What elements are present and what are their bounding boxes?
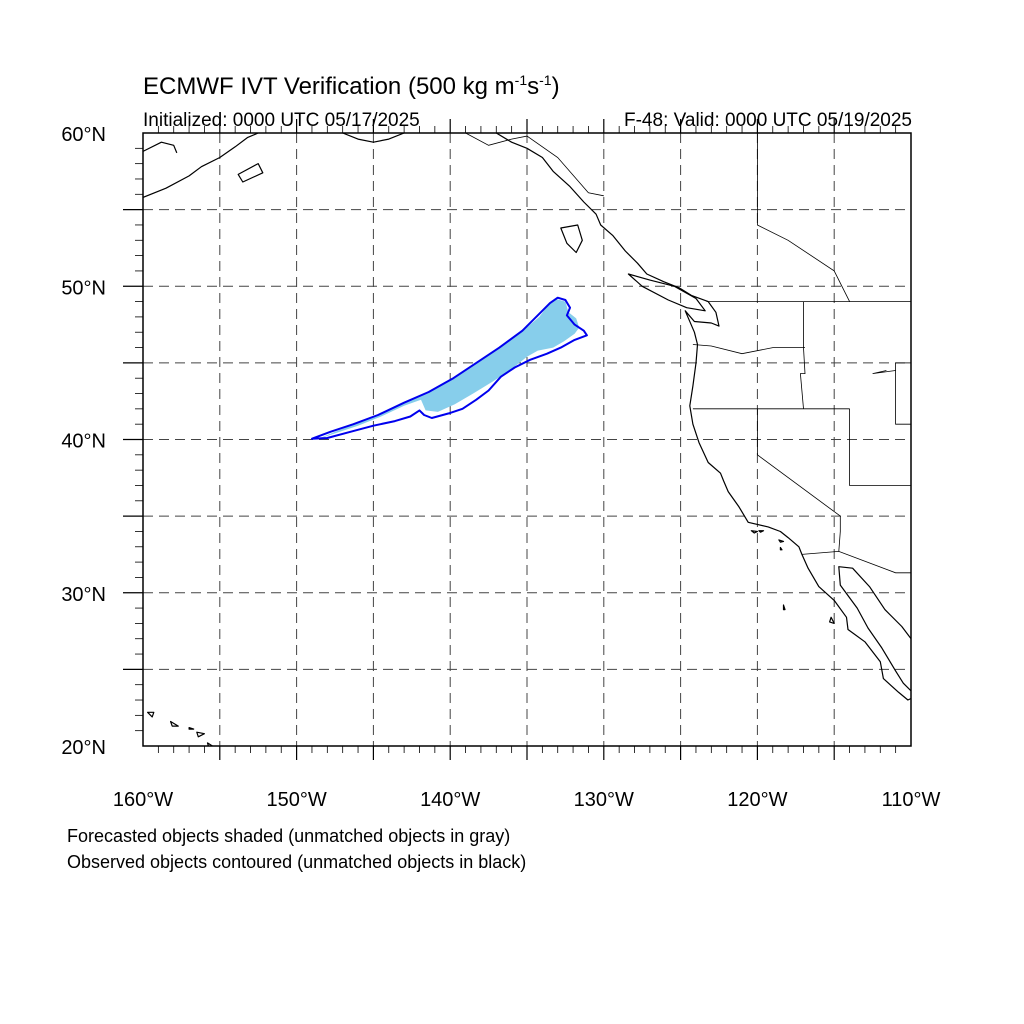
political-boundary	[801, 550, 911, 574]
lon-tick-label: 160°W	[113, 789, 173, 811]
political-boundary	[465, 133, 604, 197]
political-boundary	[872, 370, 896, 374]
lon-tick-label: 140°W	[420, 789, 480, 811]
island-outline	[560, 224, 583, 254]
island-outline	[627, 273, 706, 312]
coastline-gulf-of-california	[838, 566, 911, 692]
island-outline	[779, 546, 783, 551]
island-outline	[828, 616, 835, 625]
political-boundary	[757, 408, 841, 552]
lat-tick-label: 50°N	[61, 277, 106, 299]
island-outline	[750, 530, 759, 534]
title-exp-2: -1	[539, 72, 552, 88]
island-outline	[782, 604, 786, 611]
ivt-objects	[311, 296, 588, 440]
lat-tick-label: 30°N	[61, 584, 106, 606]
island-outline	[758, 530, 765, 533]
coastline-alaska	[143, 133, 259, 198]
island-outline	[188, 726, 195, 730]
political-boundary	[799, 301, 806, 409]
observed-legend-note: Observed objects contoured (unmatched ob…	[67, 852, 527, 872]
forecast-ivt-object	[316, 298, 580, 440]
island-outline	[196, 731, 205, 738]
island-outline	[206, 742, 214, 746]
lon-tick-label: 110°W	[882, 789, 941, 811]
axis-ticks	[123, 119, 897, 760]
lat-tick-label: 60°N	[61, 124, 106, 146]
island-outline	[170, 720, 179, 727]
lon-tick-label: 150°W	[266, 789, 326, 811]
axis-tick-labels: 160°W 150°W 140°W 130°W 120°W 110°W 60°N 50°N 40…	[61, 124, 940, 811]
title-unit-s: s	[527, 73, 540, 100]
title-close: )	[551, 73, 560, 100]
political-boundary	[692, 344, 805, 355]
observed-ivt-contour	[311, 296, 588, 440]
lat-tick-label: 20°N	[61, 737, 106, 759]
lon-tick-label: 130°W	[574, 789, 634, 811]
coastline-gulf-of-alaska	[342, 133, 405, 143]
coastline-alaska-bay	[143, 141, 178, 154]
title-exp-1: -1	[514, 72, 528, 88]
island-outline	[778, 539, 785, 543]
island-outline	[237, 163, 264, 183]
init-time-label: Initialized: 0000 UTC 05/17/2025	[143, 110, 420, 131]
graticule	[143, 133, 911, 746]
political-boundary	[895, 362, 911, 425]
title-text: ECMWF IVT Verification (500 kg m	[143, 73, 515, 100]
political-boundary	[849, 408, 911, 486]
island-outline	[147, 711, 155, 718]
coastline-west-coast	[495, 133, 911, 701]
figure-title: ECMWF IVT Verification (500 kg m-1s-1)	[143, 72, 560, 101]
lat-tick-label: 40°N	[61, 431, 106, 453]
political-boundary	[757, 133, 850, 302]
valid-time-label: F-48: Valid: 0000 UTC 05/19/2025	[624, 110, 912, 131]
coastlines-and-borders	[143, 133, 911, 746]
forecast-legend-note: Forecasted objects shaded (unmatched obj…	[67, 826, 511, 846]
lon-tick-label: 120°W	[727, 789, 787, 811]
